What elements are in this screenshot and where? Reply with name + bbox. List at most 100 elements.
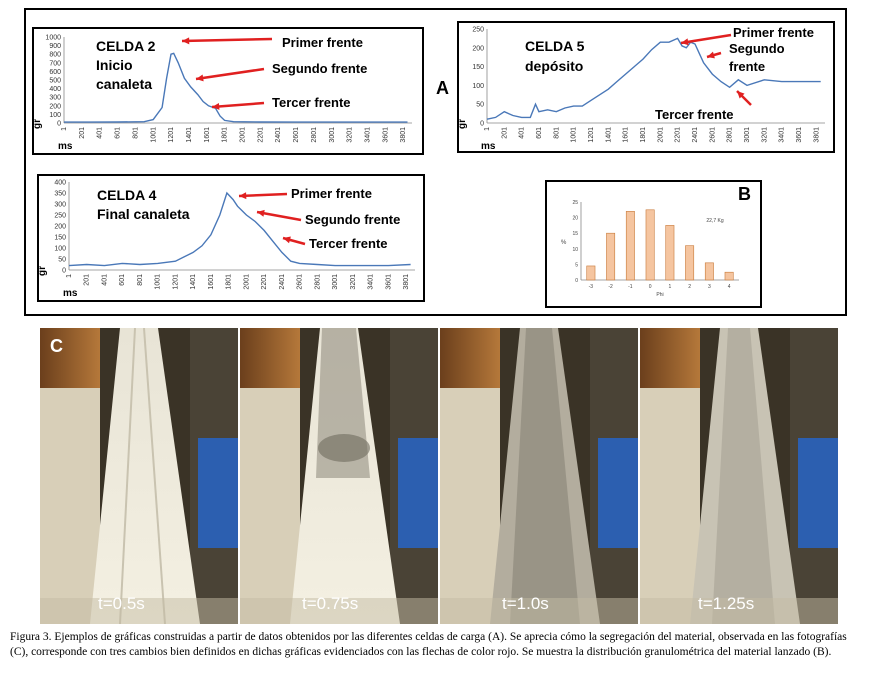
celda5-xtick-label: 1601: [623, 127, 630, 143]
celda2-ytick-label: 900: [49, 43, 61, 50]
celda2-xtick-label: 401: [97, 127, 104, 139]
celda4-annotation-label: Primer frente: [291, 186, 372, 201]
photo-t10: [440, 328, 638, 624]
bar-rect: [724, 271, 734, 281]
photo-t125: [640, 328, 838, 624]
celda5-xtick-label: 2401: [692, 127, 699, 143]
celda2-annotation-label: Tercer frente: [272, 95, 351, 110]
chart-granulometria: 25 20 15 10 5 0 -3 -2 -1 0 1 2 3 4% Phi 22,7 Kg: [561, 200, 739, 298]
celda2-xtick-label: 1801: [222, 127, 229, 143]
celda5-xtick-label: 1: [484, 127, 491, 131]
chart-celda5-frame: 250 200 150 100 50 0 1 201 401 601 801 1001 1201 1401…: [457, 21, 835, 153]
celda5-xtick-label: 3001: [744, 127, 751, 143]
celda5-annotation-label: Tercer frente: [655, 107, 734, 122]
celda5-xtick-label: 1001: [571, 127, 578, 143]
celda4-xtick-label: 1401: [190, 274, 197, 290]
bar-rect: [665, 225, 675, 281]
celda5-annotation-label: Primer frente: [733, 25, 814, 40]
celda5-ytick-label: 100: [472, 83, 484, 90]
celda4-xtick-label: 1801: [226, 274, 233, 290]
celda2-xtick-label: 3201: [347, 127, 354, 143]
celda2-ylabel: gr: [34, 119, 43, 129]
celda5-title-line: depósito: [525, 58, 583, 74]
celda5-ytick-label: 200: [472, 45, 484, 52]
celda4-annotation-arrow: [238, 192, 288, 198]
celda2-ytick-label: 600: [49, 69, 61, 76]
celda4-annotation-arrowhead: [239, 192, 247, 200]
celda2-xtick-label: 2401: [275, 127, 282, 143]
figure-caption: Figura 3. Ejemplos de gráficas construid…: [10, 631, 847, 658]
bar-ytick-label: 5: [575, 262, 578, 268]
celda4-ytick-label: 50: [58, 257, 66, 264]
celda4-xtick-label: 1601: [208, 274, 215, 290]
bar-ytick-label: 0: [575, 278, 578, 284]
photo-strip: C t=0.5s t=0.75s t=1.0s t=1.25s: [40, 328, 840, 624]
celda2-annotation-arrow: [195, 67, 265, 81]
celda4-xlabel: ms: [63, 288, 78, 299]
bar-xtick-label: -2: [608, 284, 613, 290]
photo-t125-time: t=1.25s: [698, 594, 755, 613]
celda4-xtick-label: 2801: [314, 274, 321, 290]
celda2-xtick-label: 2201: [257, 127, 264, 143]
celda2-annotation-arrow: [211, 101, 265, 109]
celda2-ytick-label: 200: [49, 103, 61, 110]
celda4-ytick-label: 100: [54, 246, 66, 253]
chart-celda2-frame: 1000 900 800 700 600 500 400 300 200 100 0 1 201 401 6…: [32, 27, 424, 155]
celda4-xtick-label: 2401: [279, 274, 286, 290]
celda4-xtick-label: 3201: [350, 274, 357, 290]
celda4-xtick-label: 401: [101, 274, 108, 286]
celda4-xtick-label: 601: [119, 274, 126, 286]
celda4-xtick-label: 3801: [403, 274, 410, 290]
bar-xtick-label: -3: [589, 284, 594, 290]
celda4-annotation-arrowhead: [283, 236, 291, 244]
celda5-annotation-arrowhead: [707, 51, 715, 59]
bar-ytick-label: 20: [572, 216, 578, 222]
celda4-title-line: CELDA 4: [97, 187, 157, 203]
bar-annotation: 22,7 Kg: [706, 218, 723, 224]
celda5-ylabel: gr: [459, 119, 468, 129]
celda2-title-line: canaleta: [96, 76, 152, 92]
bar-rect: [586, 265, 596, 281]
celda4-ytick-label: 0: [62, 268, 66, 275]
celda2-xtick-label: 1: [61, 127, 68, 131]
celda5-xtick-label: 801: [553, 127, 560, 139]
celda5-ytick-label: 0: [480, 121, 484, 128]
celda2-ytick-label: 800: [49, 52, 61, 59]
celda4-xtick-label: 801: [137, 274, 144, 286]
celda4-xtick-label: 3601: [385, 274, 392, 290]
celda2-ytick-label: 400: [49, 86, 61, 93]
celda4-ytick-label: 250: [54, 213, 66, 220]
celda2-title-line: Inicio: [96, 57, 133, 73]
celda2-ytick-label: 300: [49, 95, 61, 102]
celda5-xtick-label: 601: [536, 127, 543, 139]
celda2-ytick-label: 500: [49, 78, 61, 85]
celda2-ytick-label: 100: [49, 112, 61, 119]
bar-ytick-label: 15: [572, 231, 578, 237]
photo-t075-time: t=0.75s: [302, 594, 359, 613]
celda2-xtick-label: 1601: [204, 127, 211, 143]
celda2-annotation-arrowhead: [182, 37, 190, 45]
bar-rect: [704, 262, 714, 281]
photo-t05: [40, 328, 238, 624]
celda5-title-line: CELDA 5: [525, 38, 585, 54]
bar-ytick-label: 25: [572, 200, 578, 206]
bar-xtick-label: 3: [708, 284, 711, 290]
celda4-ytick-label: 350: [54, 191, 66, 198]
bar-xtick-label: 4: [728, 284, 731, 290]
celda4-annotation-arrow: [256, 210, 302, 222]
celda4-ytick-label: 300: [54, 202, 66, 209]
chart-granulometria-frame: 25 20 15 10 5 0 -3 -2 -1 0 1 2 3 4% Phi 22,7 Kg: [545, 180, 762, 308]
celda5-annotation-label: frente: [729, 59, 765, 74]
bar-ytick-label: 10: [572, 247, 578, 253]
celda5-xtick-label: 3801: [813, 127, 820, 143]
celda5-xtick-label: 2601: [709, 127, 716, 143]
celda5-xtick-label: 401: [519, 127, 526, 139]
bar-xtick-label: 0: [649, 284, 652, 290]
celda2-annotation-arrow: [181, 37, 273, 43]
celda4-xtick-label: 2601: [297, 274, 304, 290]
chart-celda4-frame: 400 350 300 250 200 150 100 50 0 1 201 401 601 801 100…: [37, 174, 425, 302]
celda2-xtick-label: 3801: [400, 127, 407, 143]
celda2-xtick-label: 801: [132, 127, 139, 139]
